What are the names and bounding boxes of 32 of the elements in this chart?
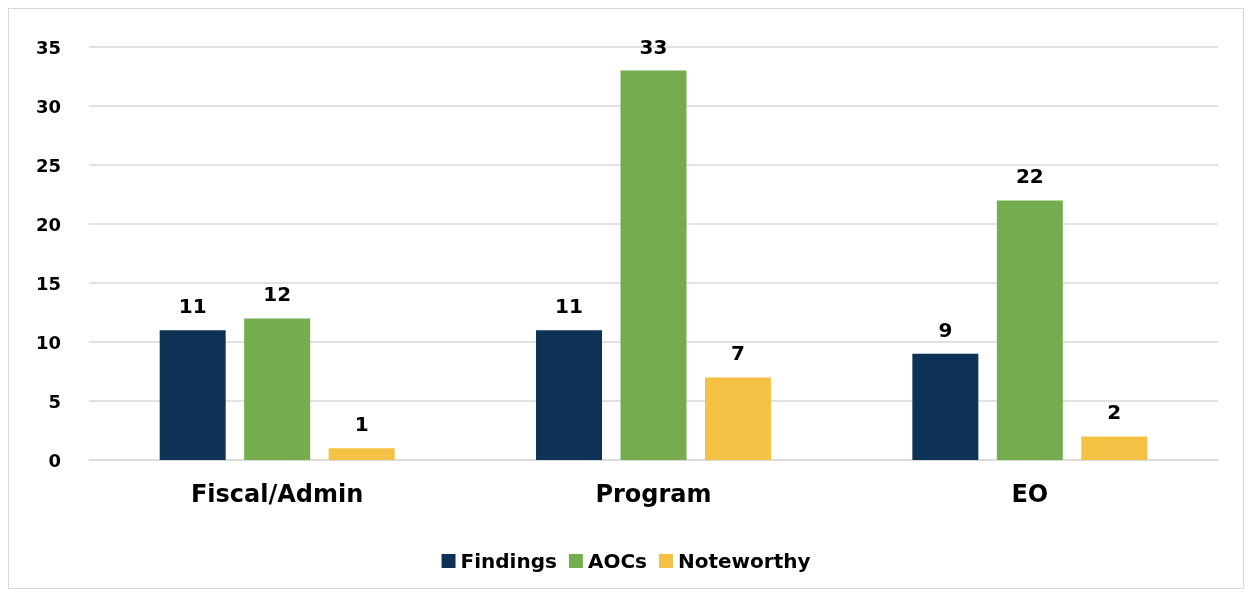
y-tick-label: 30: [35, 95, 61, 117]
bar: [1081, 436, 1148, 460]
bar: [704, 377, 771, 460]
x-tick-label: Fiscal/Admin: [190, 480, 364, 508]
legend-label: Findings: [460, 549, 557, 573]
data-label: 22: [1015, 164, 1044, 189]
data-label: 12: [263, 282, 292, 307]
data-label: 9: [938, 317, 953, 342]
data-label: 11: [555, 294, 583, 319]
y-tick-label: 15: [35, 272, 61, 294]
x-tick-label: Program: [595, 480, 712, 508]
bar: [620, 70, 687, 460]
bar: [159, 330, 226, 460]
bar: [244, 318, 311, 460]
data-label: 33: [639, 34, 668, 59]
bar: [996, 200, 1063, 460]
y-tick-label: 0: [48, 449, 61, 471]
data-label: 11: [178, 294, 207, 319]
y-tick-label: 5: [48, 390, 61, 412]
legend-label: Noteworthy: [677, 549, 811, 573]
bar: [912, 353, 979, 460]
x-tick-label: EO: [1011, 480, 1049, 508]
legend-label: AOCs: [587, 549, 647, 573]
data-label: 1: [354, 412, 369, 437]
data-label: 2: [1107, 400, 1122, 425]
bar: [328, 448, 395, 460]
data-label: 7: [731, 341, 745, 366]
bar: [536, 330, 603, 460]
y-tick-label: 10: [35, 331, 61, 353]
y-tick-label: 20: [35, 213, 61, 235]
y-tick-label: 35: [35, 36, 61, 58]
y-tick-label: 25: [35, 154, 61, 176]
